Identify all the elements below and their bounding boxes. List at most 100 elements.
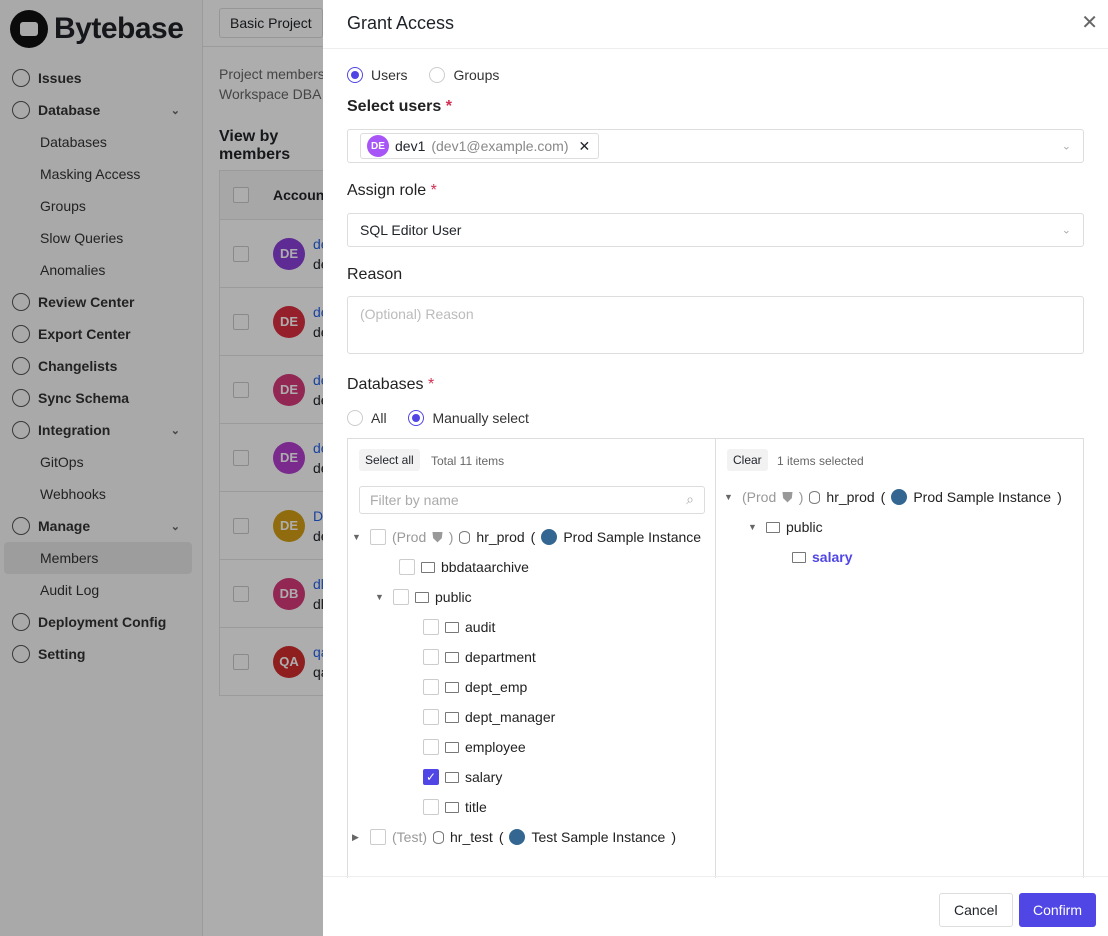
sidebar-item-databases[interactable]: Databases [40,134,107,150]
database-transfer: Select all Total 11 items Filter by name… [347,438,1084,878]
sidebar-item-members[interactable]: Members [4,542,192,574]
sidebar-item-sync-schema[interactable]: Sync Schema [4,382,192,414]
radio-manually-select[interactable]: Manually select [408,410,529,426]
checkbox [423,709,439,725]
sidebar-item-export-center[interactable]: Export Center [4,318,192,350]
sync-schema-icon [12,389,30,407]
grantee-type-radio: Users Groups [347,67,517,86]
checkbox [423,799,439,815]
sidebar-item-audit-log[interactable]: Audit Log [40,582,100,598]
tree-node-public[interactable]: ▼ public [748,519,823,535]
tree-node-table[interactable]: dept_manager [423,702,555,732]
row-checkbox[interactable] [233,517,249,534]
avatar: DE [273,373,305,406]
table-icon [445,651,459,663]
role-select[interactable]: SQL Editor User ⌄ [347,213,1084,247]
target-panel: Clear 1 items selected ▼ (Prod ⛊) hr_prod(P… [716,439,1083,878]
tree-node-table[interactable]: dept_emp [423,672,527,702]
sidebar-item-manage[interactable]: Manage ⌄ [4,510,192,542]
database-icon [433,830,444,844]
table-icon [792,551,806,563]
sidebar-item-integration[interactable]: Integration ⌄ [4,414,192,446]
sidebar-item-setting[interactable]: Setting [4,638,192,670]
sidebar-item-gitops[interactable]: GitOps [40,454,84,470]
chevron-down-icon: ⌄ [1061,224,1071,237]
schema-icon [766,521,780,533]
row-checkbox[interactable] [233,585,249,602]
table-icon [445,741,459,753]
chevron-down-icon: ⌄ [1061,140,1071,153]
project-selector[interactable]: Basic Project [219,8,323,38]
tree-node-hr-test[interactable]: ▶ (Test) hr_test(Test Sample Instance) [352,829,677,845]
sidebar-item-webhooks[interactable]: Webhooks [40,486,106,502]
caret-right-icon: ▶ [352,831,359,842]
sidebar-item-issues[interactable]: Issues [4,62,192,94]
member-name[interactable]: D [313,507,324,524]
deployment-config-icon [12,613,30,631]
tree-node-table[interactable]: title [423,792,487,822]
select-all-checkbox[interactable] [233,187,249,203]
confirm-button[interactable]: Confirm [1019,893,1097,927]
caret-down-icon: ▼ [375,592,384,602]
reason-textarea[interactable]: (Optional) Reason [347,296,1084,354]
cancel-button[interactable]: Cancel [939,893,1013,927]
database-icon [459,530,471,544]
sidebar-item-review-center[interactable]: Review Center [4,286,192,318]
tree-node-table[interactable]: department [423,642,536,672]
row-checkbox[interactable] [233,313,249,330]
shield-icon: ⛊ [782,488,793,505]
bytebase-logo[interactable]: Bytebase [10,10,184,48]
radio-all[interactable]: All [347,410,387,426]
tree-node-bbdataarchive[interactable]: bbdataarchive [399,552,529,582]
drawer-title: Grant Access [347,13,455,33]
remove-tag-icon[interactable]: ✕ [578,137,591,154]
checkbox [423,739,439,755]
chevron-down-icon: ⌄ [170,520,180,533]
manage-icon [12,517,30,535]
close-icon[interactable]: ✕ [1081,12,1098,34]
tree-node-table[interactable]: employee [423,732,526,762]
table-icon [445,711,459,723]
tree-node-hr-prod[interactable]: ▼ (Prod ⛊) hr_prod(Prod Sample Instance [352,528,702,545]
sidebar-item-groups[interactable]: Groups [40,198,86,214]
row-checkbox[interactable] [233,449,249,466]
tree-node-table[interactable]: ✓ salary [423,762,502,792]
postgres-icon [509,829,526,845]
sidebar-nav: Issues Database ⌄ Databases Masking Access Gr… [4,62,192,670]
select-all-button[interactable]: Select all [359,449,420,471]
clear-button[interactable]: Clear [727,449,768,471]
schema-icon [421,561,435,573]
checkbox: ✓ [423,769,439,785]
logo-icon [10,10,48,48]
radio-groups[interactable]: Groups [429,67,499,83]
reason-label: Reason [347,266,403,283]
row-checkbox[interactable] [233,245,249,262]
tree-node-table[interactable]: audit [423,612,495,642]
sidebar-item-anomalies[interactable]: Anomalies [40,262,106,278]
avatar: DE [273,305,305,338]
sidebar-item-slow-queries[interactable]: Slow Queries [40,230,124,246]
radio-users[interactable]: Users [347,67,408,83]
chevron-down-icon: ⌄ [170,424,180,437]
database-icon [809,490,821,504]
tree-node-hr-prod[interactable]: ▼ (Prod ⛊) hr_prod(Prod Sample Instance) [724,488,1062,505]
caret-down-icon: ▼ [352,532,361,542]
shield-icon: ⛊ [432,528,443,545]
sidebar-item-changelists[interactable]: Changelists [4,350,192,382]
row-checkbox[interactable] [233,381,249,398]
checkbox [370,829,386,845]
sidebar-item-deployment-config[interactable]: Deployment Config [4,606,192,638]
sidebar-item-database[interactable]: Database ⌄ [4,94,192,126]
row-checkbox[interactable] [233,653,249,670]
filter-input[interactable]: Filter by name ⌕ [359,486,705,514]
tree-node-salary[interactable]: salary [792,542,852,572]
checkbox [423,679,439,695]
search-icon: ⌕ [686,491,694,507]
user-select[interactable]: DE dev1 (dev1@example.com) ✕ ⌄ [347,129,1084,163]
avatar: DE [273,509,305,542]
avatar: DE [367,135,389,157]
sidebar-item-masking-access[interactable]: Masking Access [40,166,141,182]
member-name[interactable]: dl [313,575,324,592]
chevron-down-icon: ⌄ [170,104,180,117]
tree-node-public[interactable]: ▼ public [375,589,472,605]
